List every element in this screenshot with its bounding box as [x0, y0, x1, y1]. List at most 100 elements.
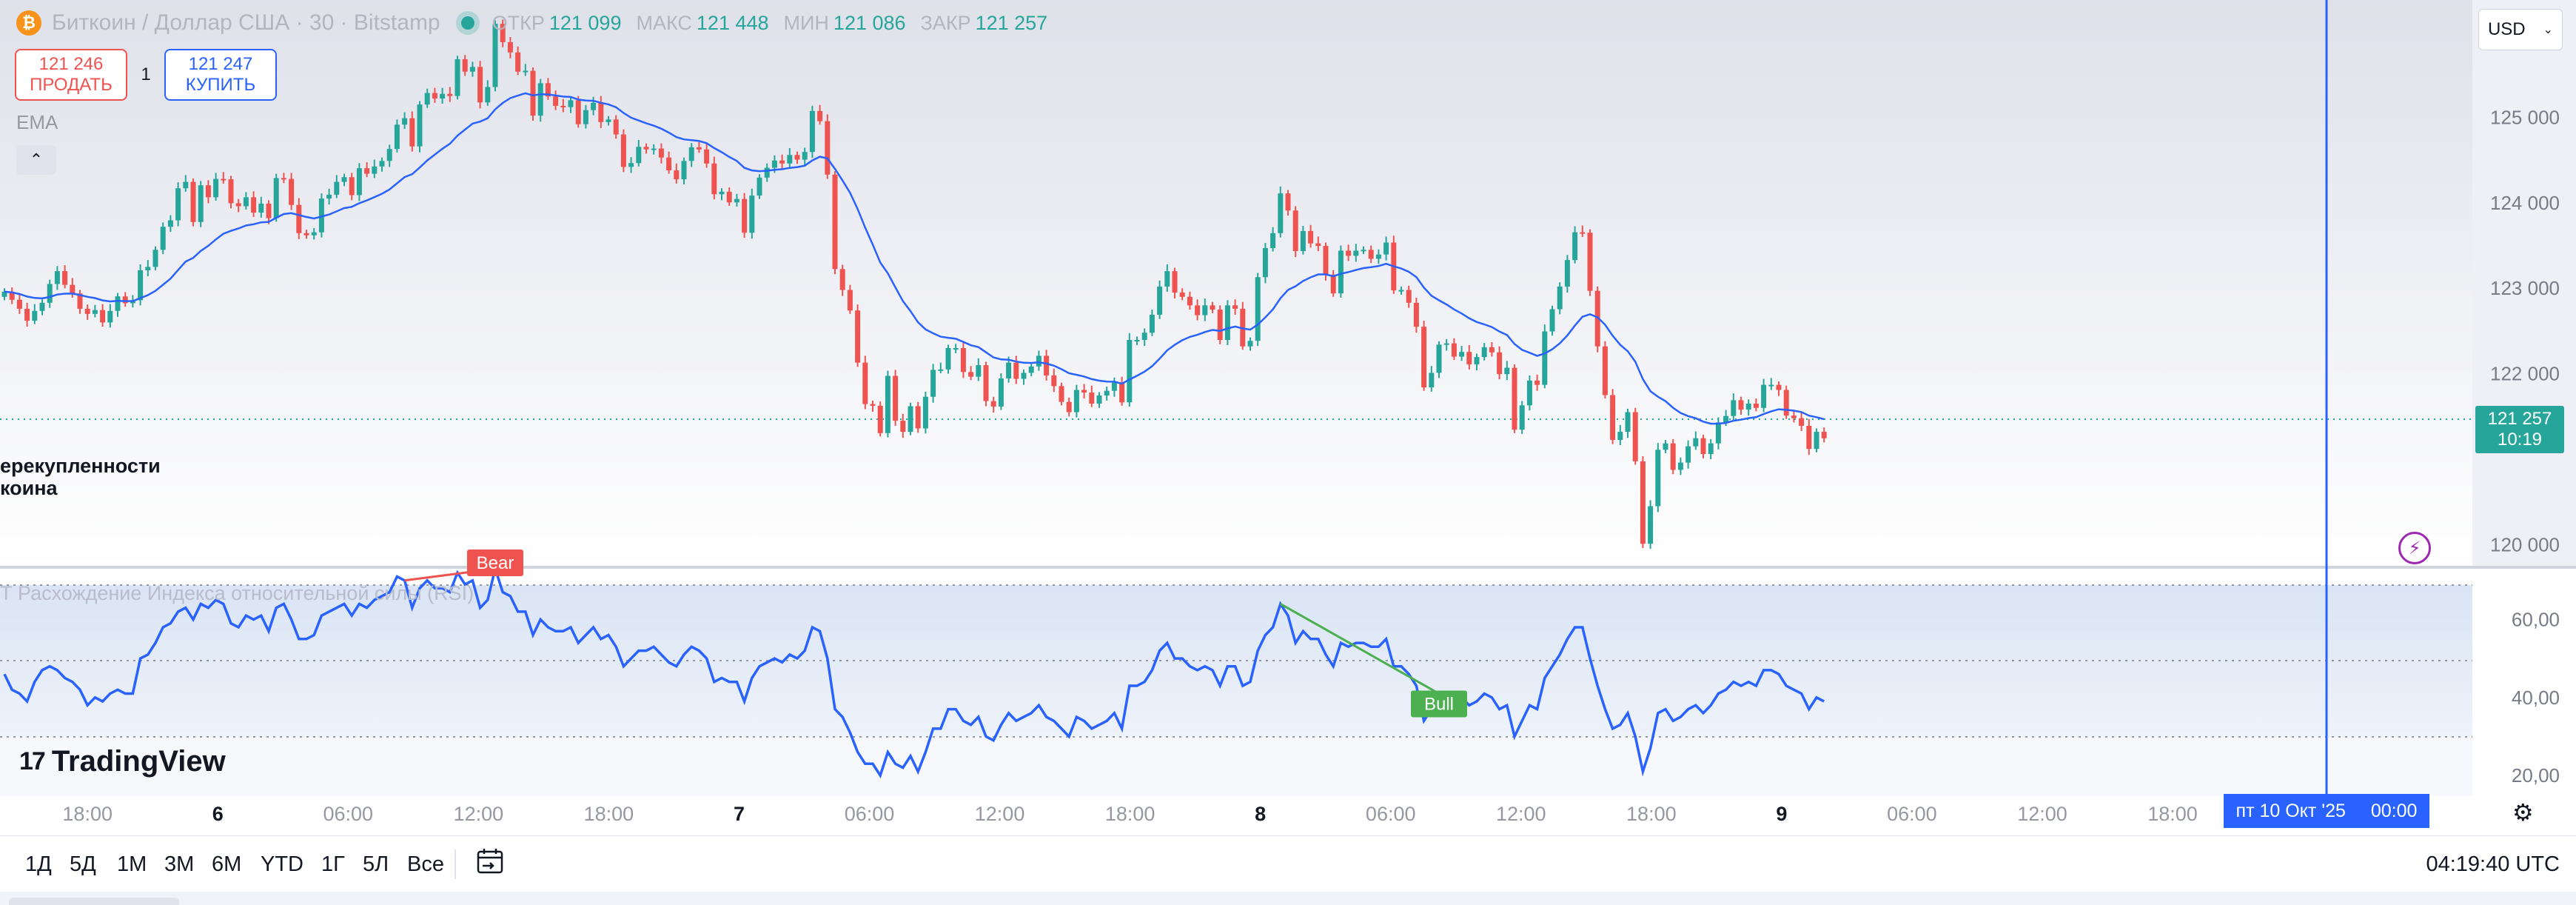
- rsi-indicator-title[interactable]: Т Расхождение Индекса относительной силы…: [0, 582, 474, 604]
- candle-body: [794, 155, 800, 160]
- candle-body: [1262, 248, 1268, 278]
- candle-body: [1232, 305, 1238, 309]
- candle-body: [1632, 412, 1638, 461]
- crosshair-time: 00:00: [2370, 800, 2418, 821]
- range-6m-button[interactable]: 6М: [212, 852, 242, 876]
- candle-body: [1821, 432, 1827, 438]
- candle-body: [1292, 210, 1298, 252]
- symbol-header[interactable]: ₿ Биткоин / Доллар США · 30 · Bitstamp О…: [16, 10, 1058, 36]
- price-tick-label: 123 000: [2490, 277, 2560, 299]
- candle-body: [1111, 382, 1117, 391]
- time-tick-label: 06:00: [1366, 803, 1416, 825]
- candle-body: [900, 421, 906, 433]
- candle-body: [1677, 462, 1683, 470]
- candle-body: [16, 299, 22, 309]
- ohlc-open-value: 121 099: [549, 11, 622, 34]
- utc-clock[interactable]: 04:19:40 UTC: [2426, 852, 2560, 876]
- buy-button[interactable]: 121 247 КУПИТЬ: [164, 49, 277, 101]
- candle-body: [1006, 362, 1012, 378]
- range-1m-button[interactable]: 1М: [117, 852, 147, 876]
- candle-body: [32, 310, 38, 321]
- candle-body: [764, 167, 770, 178]
- gear-icon[interactable]: ⚙: [2512, 799, 2534, 826]
- candle-body: [138, 270, 144, 301]
- candle-body: [243, 197, 249, 207]
- candle-body: [960, 348, 966, 373]
- candle-body: [749, 196, 755, 233]
- tradingview-logo[interactable]: 17 TradingView: [19, 745, 226, 778]
- trade-panel: 121 246 ПРОДАТЬ 1 121 247 КУПИТЬ: [15, 49, 277, 101]
- range-all-button[interactable]: Все: [407, 852, 444, 876]
- symbol-title[interactable]: Биткоин / Доллар США · 30 · Bitstamp: [52, 10, 440, 35]
- candle-body: [1708, 443, 1714, 455]
- candle-body: [658, 148, 664, 158]
- rsi-tick-label: 60,00: [2512, 608, 2560, 630]
- candle-body: [922, 396, 928, 429]
- candle-body: [1157, 286, 1163, 315]
- candle-body: [1783, 390, 1789, 416]
- range-1d-button[interactable]: 1Д: [25, 852, 52, 876]
- candle-body: [839, 269, 845, 290]
- time-tick-label: 18:00: [1105, 803, 1155, 825]
- candle-body: [1489, 347, 1495, 353]
- candle-body: [1587, 233, 1593, 291]
- candle-body: [311, 232, 317, 236]
- candle-body: [417, 104, 423, 147]
- time-tick-label: 6: [212, 803, 224, 825]
- candle-body: [424, 93, 430, 105]
- candle-body: [198, 185, 204, 222]
- candle-body: [341, 177, 347, 182]
- ema-indicator-label[interactable]: EMA: [16, 111, 58, 133]
- ohlc-close-value: 121 257: [975, 11, 1048, 34]
- candle-body: [847, 290, 853, 311]
- time-tick-label: 12:00: [2017, 803, 2067, 825]
- range-ytd-button[interactable]: YTD: [261, 852, 303, 876]
- overlay-text-line1: ерекупленности: [0, 455, 161, 477]
- candle-body: [440, 93, 446, 99]
- candle-body: [742, 198, 748, 233]
- candle-body: [47, 284, 53, 303]
- candle-body: [990, 401, 996, 407]
- range-3m-button[interactable]: 3М: [164, 852, 195, 876]
- range-5y-button[interactable]: 5Л: [363, 852, 389, 876]
- candle-body: [462, 59, 468, 72]
- candle-body: [855, 310, 861, 363]
- range-5d-button[interactable]: 5Д: [70, 852, 96, 876]
- candle-body: [1285, 193, 1291, 211]
- candle-body: [1745, 404, 1751, 410]
- candle-body: [1134, 340, 1140, 342]
- price-scale-background[interactable]: [2472, 0, 2576, 567]
- sell-button[interactable]: 121 246 ПРОДАТЬ: [15, 49, 127, 101]
- overlay-text-line2: коина: [0, 477, 58, 499]
- candle-body: [779, 160, 785, 164]
- candle-body: [877, 405, 883, 433]
- currency-select[interactable]: USD ⌄: [2478, 9, 2563, 50]
- candle-body: [1255, 277, 1261, 341]
- price-tick-label: 122 000: [2490, 363, 2560, 385]
- overlay-text: ерекупленности коина: [0, 455, 161, 499]
- bottom-panel-tab[interactable]: [9, 898, 179, 905]
- calendar-goto-icon[interactable]: [475, 846, 505, 876]
- candle-body: [1187, 296, 1193, 306]
- candle-body: [39, 302, 45, 311]
- candle-body: [1096, 395, 1102, 404]
- candle-body: [771, 160, 777, 168]
- range-1y-button[interactable]: 1Г: [321, 852, 345, 876]
- candle-body: [1436, 344, 1442, 373]
- candle-body: [870, 404, 876, 406]
- time-tick-label: 18:00: [584, 803, 634, 825]
- candle-body: [296, 204, 302, 233]
- candle-body: [1021, 373, 1027, 379]
- candle-body: [1141, 333, 1147, 341]
- last-price-value: 121 257: [2487, 409, 2552, 429]
- bar-countdown: 10:19: [2497, 430, 2543, 450]
- candle-body: [1625, 412, 1631, 433]
- candle-body: [1549, 309, 1555, 332]
- ohlc-high-label: МАКС: [636, 11, 692, 34]
- lightning-icon[interactable]: ⚡: [2398, 532, 2431, 564]
- candle-body: [930, 370, 936, 397]
- candle-body: [1693, 438, 1699, 447]
- collapse-indicators-button[interactable]: ⌃: [16, 145, 56, 175]
- candle-body: [560, 105, 566, 107]
